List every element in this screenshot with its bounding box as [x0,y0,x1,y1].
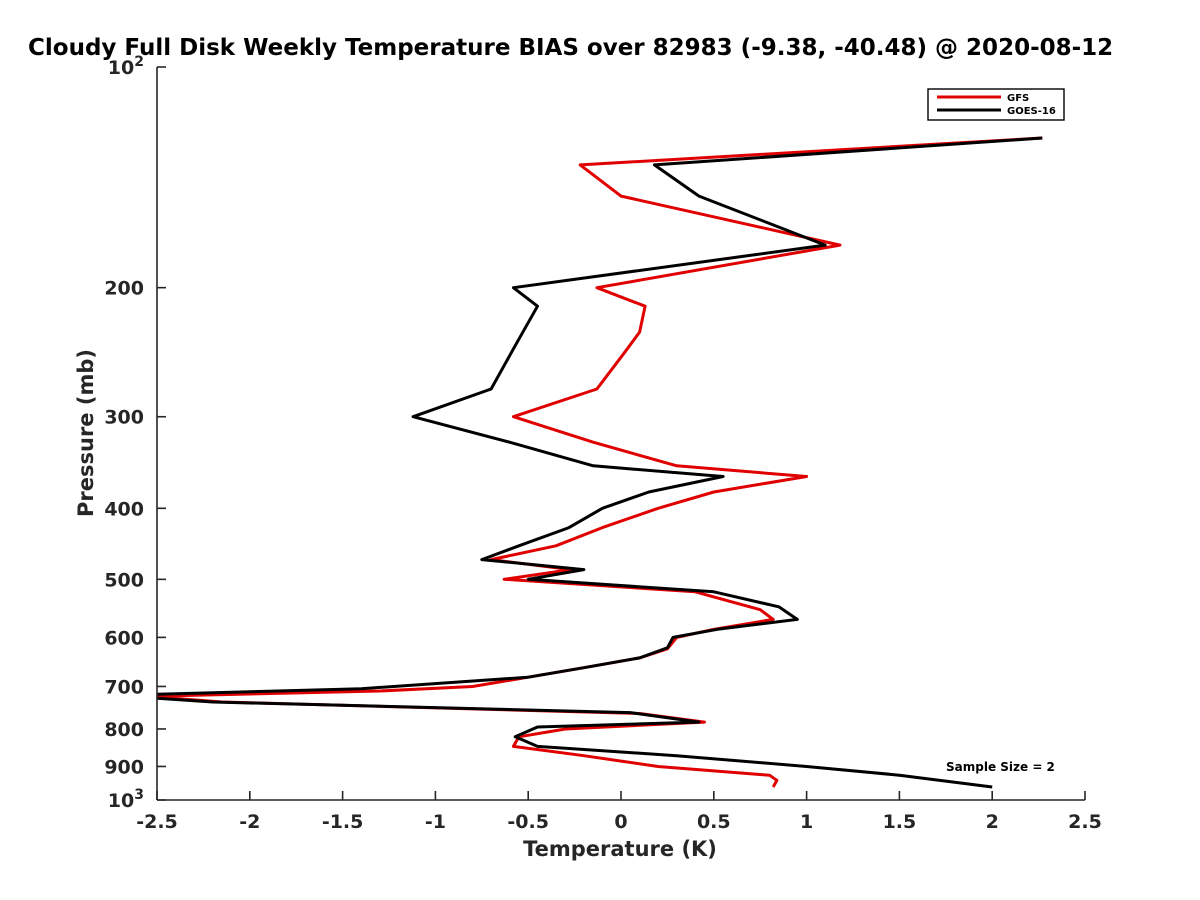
y-tick-label: 102 [108,54,144,79]
series-line-gfs [157,136,1043,788]
x-axis-label: Temperature (K) [523,837,717,861]
x-tick-label: -2 [239,811,260,833]
legend-label-gfs: GFS [1007,93,1029,104]
y-tick-label: 103 [108,787,144,812]
x-tick-label: -1 [425,811,446,833]
y-tick-label: 800 [104,719,144,741]
y-tick-label: 600 [104,627,144,649]
x-tick-label: 0 [614,811,627,833]
y-axis-label: Pressure (mb) [74,349,98,517]
x-tick-label: 2 [986,811,999,833]
legend-box [927,88,1065,121]
x-tick-label: -2.5 [136,811,178,833]
x-tick-label: 0.5 [697,811,731,833]
sample-size-annotation: Sample Size = 2 [946,760,1055,774]
y-ticks: 102 200 300 400 500 600 700 800 900 103 [104,54,166,812]
y-tick-label: 700 [104,676,144,698]
y-tick-label: 900 [104,756,144,778]
x-tick-label: 1 [800,811,813,833]
y-tick-label: 400 [104,498,144,520]
series-layer [157,136,1043,789]
y-tick-label: 500 [104,569,144,591]
x-tick-label: 1.5 [883,811,917,833]
x-tick-label: 2.5 [1068,811,1102,833]
x-tick-label: -1.5 [322,811,364,833]
series-line-goes16 [157,136,1043,789]
chart-title: Cloudy Full Disk Weekly Temperature BIAS… [28,35,1113,61]
x-tick-label: -0.5 [507,811,549,833]
y-tick-label: 300 [104,407,144,429]
y-tick-label: 200 [104,278,144,300]
legend: GFS GOES-16 [927,88,1065,121]
x-ticks: -2.5 -2 -1.5 -1 -0.5 0 0.5 1 1.5 2 2.5 [136,791,1102,833]
legend-label-goes16: GOES-16 [1007,106,1056,117]
